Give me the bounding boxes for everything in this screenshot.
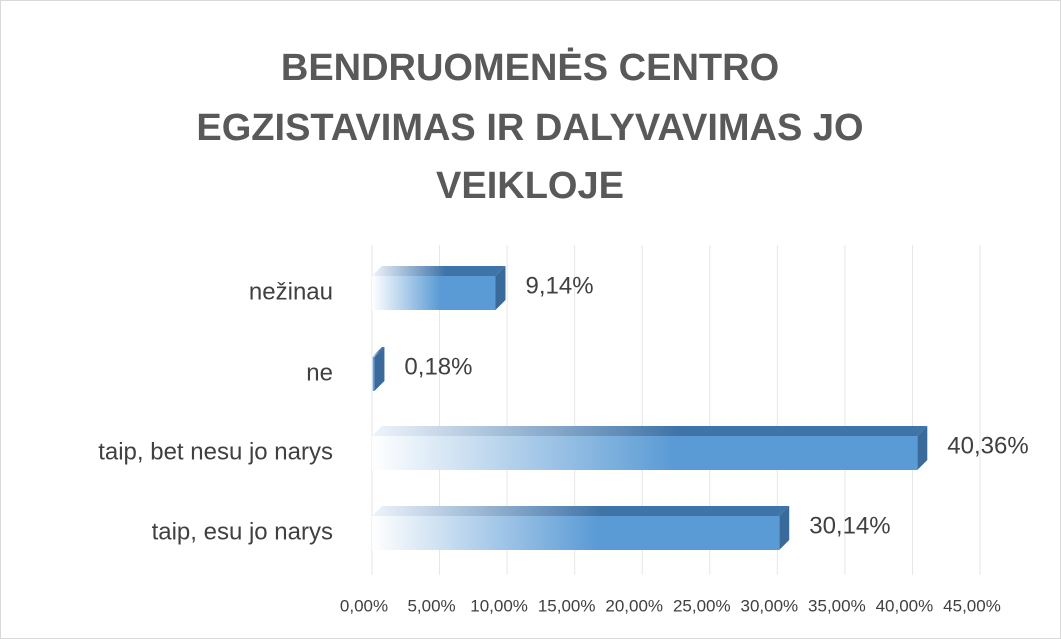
bar-top xyxy=(372,426,928,436)
x-tick-label: 25,00% xyxy=(673,596,731,615)
x-tick-label: 0,00% xyxy=(340,596,388,615)
data-label: 40,36% xyxy=(947,432,1028,459)
data-label: 9,14% xyxy=(525,272,593,299)
y-tick-label: ne xyxy=(306,359,333,386)
bar-side xyxy=(779,506,790,550)
bar-top xyxy=(372,347,385,357)
x-tick-label: 40,00% xyxy=(876,596,934,615)
bar-side xyxy=(917,426,928,470)
x-tick-label: 10,00% xyxy=(470,596,528,615)
chart-title: VEIKLOJE xyxy=(436,165,624,207)
bar-top xyxy=(372,506,790,516)
data-label: 30,14% xyxy=(809,512,890,539)
x-tick-label: 45,00% xyxy=(943,596,1001,615)
x-tick-label: 15,00% xyxy=(538,596,596,615)
bar-side xyxy=(495,266,506,310)
bar xyxy=(372,516,780,550)
bar xyxy=(372,436,918,470)
chart-title: EGZISTAVIMAS IR DALYVAVIMAS JO xyxy=(196,107,863,149)
data-label: 0,18% xyxy=(404,353,472,380)
y-tick-label: nežinau xyxy=(249,278,333,305)
x-tick-label: 30,00% xyxy=(740,596,798,615)
y-tick-label: taip, bet nesu jo narys xyxy=(98,438,333,465)
x-tick-label: 20,00% xyxy=(605,596,663,615)
bar xyxy=(372,276,496,310)
x-tick-label: 5,00% xyxy=(407,596,455,615)
bar-side xyxy=(374,347,385,391)
y-tick-label: taip, esu jo narys xyxy=(152,518,333,545)
bar-top xyxy=(372,266,506,276)
x-tick-label: 35,00% xyxy=(808,596,866,615)
chart-title: BENDRUOMENĖS CENTRO xyxy=(281,47,779,89)
bar xyxy=(372,357,375,391)
